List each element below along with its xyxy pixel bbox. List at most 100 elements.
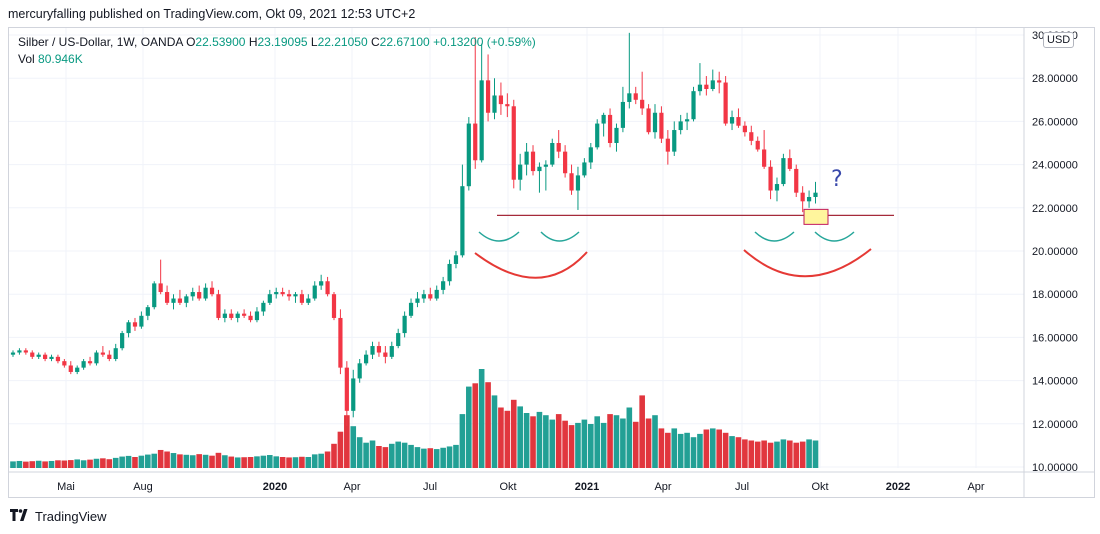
candle-body: [344, 367, 349, 411]
close-label: C: [370, 35, 380, 49]
candle-body: [267, 294, 272, 303]
volume-bar: [369, 440, 376, 468]
candle-body: [537, 166, 542, 172]
y-tick-label: 20.00000: [1032, 246, 1078, 258]
volume-bar: [575, 422, 581, 468]
candle-body: [530, 151, 536, 172]
candle-body: [550, 143, 555, 165]
candle-body: [62, 361, 67, 366]
volume-bar: [164, 451, 170, 468]
volume-bar: [23, 461, 29, 468]
chart-frame[interactable]: ? 30.0000028.0000026.0000024.0000022.000…: [8, 27, 1095, 498]
candle-body: [704, 84, 709, 89]
volume-bar: [510, 399, 517, 468]
low-value: 22.21050: [317, 35, 368, 49]
candle-body: [203, 287, 208, 299]
volume-bar: [729, 436, 735, 468]
candle-body: [742, 125, 747, 133]
candle-body: [710, 80, 715, 89]
volume-bar: [716, 429, 722, 468]
candle-body: [94, 352, 99, 364]
candle-body: [434, 289, 439, 299]
candle-body: [10, 352, 16, 355]
volume-bar: [466, 386, 472, 468]
candle-body: [601, 114, 606, 124]
candle-body: [383, 352, 388, 357]
candle-body: [389, 346, 394, 357]
symbol-name: Silber / US-Dollar, 1W, OANDA: [18, 35, 183, 49]
symbol-legend: Silber / US-Dollar, 1W, OANDA O22.53900 …: [18, 35, 536, 49]
volume-bar: [748, 440, 755, 468]
candle-body: [190, 292, 195, 297]
candle-body: [659, 112, 664, 139]
volume-bar: [793, 442, 800, 468]
currency-badge[interactable]: USD: [1043, 32, 1075, 48]
volume-bar: [690, 437, 697, 468]
candle-body: [652, 112, 658, 133]
volume-bar: [350, 426, 357, 468]
y-tick-label: 24.00000: [1032, 160, 1078, 172]
volume-bar: [414, 447, 421, 468]
candle-body: [306, 298, 311, 303]
volume-bar: [260, 455, 267, 468]
x-tick-label: Jul: [423, 481, 437, 493]
volume-bar: [408, 444, 414, 468]
volume-bar: [209, 455, 215, 468]
price-chart[interactable]: ? 30.0000028.0000026.0000024.0000022.000…: [9, 28, 1094, 497]
volume-bar: [703, 429, 710, 468]
volume-bar: [305, 457, 312, 468]
volume-bar: [55, 460, 61, 468]
candle-body: [569, 173, 574, 191]
volume-legend: Vol 80.946K: [18, 52, 83, 66]
candle-body: [781, 158, 786, 185]
volume-bar: [388, 443, 395, 468]
candle-body: [145, 307, 150, 316]
x-tick-label: Aug: [133, 481, 153, 493]
candle-body: [575, 175, 581, 191]
volume-bar: [652, 415, 658, 468]
volume-bar: [498, 407, 504, 468]
candle-body: [806, 197, 812, 202]
candle-body: [396, 333, 401, 347]
volume-bar: [292, 457, 299, 468]
volume-bar: [440, 447, 446, 468]
candle-body: [100, 352, 105, 355]
volume-bar: [620, 418, 626, 468]
volume-bar: [29, 461, 36, 468]
volume-bar: [427, 448, 434, 468]
candle-body: [139, 315, 144, 327]
volume-bar: [183, 454, 190, 468]
candle-body: [697, 84, 703, 92]
candle-body: [132, 322, 138, 327]
candle-body: [563, 151, 568, 174]
candle-body: [800, 192, 805, 202]
candle-body: [222, 313, 227, 318]
candle-body: [242, 313, 247, 316]
volume-bar: [806, 439, 812, 468]
volume-bar: [658, 428, 665, 468]
volume-bar: [286, 457, 292, 468]
candle-body: [197, 292, 202, 299]
volume-bar: [267, 455, 273, 468]
candle-body: [370, 346, 375, 355]
x-tick-label: 2021: [575, 481, 599, 493]
low-label: L: [310, 35, 318, 49]
candle-body: [736, 117, 741, 126]
candle-body: [81, 361, 86, 368]
volume-bar: [74, 459, 80, 468]
volume-bar: [774, 441, 780, 468]
candle-body: [441, 281, 446, 290]
volume-label: Vol: [18, 52, 35, 66]
candle-body: [614, 127, 619, 143]
volume-bar: [581, 419, 588, 468]
candle-body: [402, 315, 407, 334]
candle-body: [49, 356, 54, 359]
volume-bar: [10, 461, 16, 468]
y-tick-label: 16.00000: [1032, 332, 1078, 344]
x-tick-label: Apr: [967, 481, 984, 493]
volume-bar: [504, 410, 511, 468]
candle-body: [729, 117, 735, 124]
volume-bar: [709, 428, 716, 468]
highlight-box: [803, 208, 829, 225]
volume-bar: [125, 455, 132, 468]
